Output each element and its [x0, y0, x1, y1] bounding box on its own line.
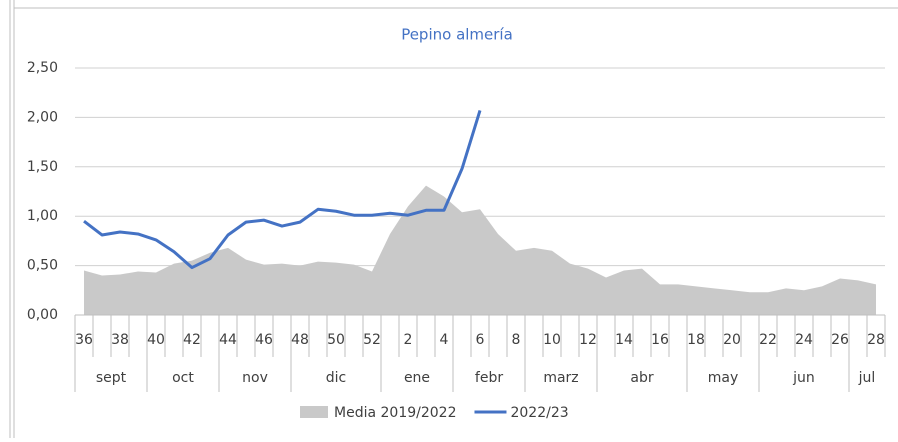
month-label: marz [543, 370, 578, 386]
legend-label: Media 2019/2022 [334, 405, 456, 421]
month-label: jul [858, 370, 876, 386]
y-tick-label: 2,00 [27, 109, 58, 125]
y-tick-label: 1,50 [27, 159, 58, 175]
x-tick-label: 26 [831, 332, 849, 348]
month-label: abr [630, 370, 653, 386]
x-tick-label: 16 [651, 332, 669, 348]
x-tick-label: 28 [867, 332, 885, 348]
month-label: may [708, 370, 739, 386]
x-tick-label: 50 [327, 332, 345, 348]
x-tick-label: 40 [147, 332, 165, 348]
chart-title: Pepino almería [401, 26, 513, 44]
x-tick-label: 12 [579, 332, 597, 348]
x-tick-label: 10 [543, 332, 561, 348]
x-tick-label: 44 [219, 332, 237, 348]
month-label: oct [172, 370, 194, 386]
x-tick-label: 18 [687, 332, 705, 348]
area [84, 185, 876, 315]
month-label: dic [326, 370, 346, 386]
y-tick-label: 1,00 [27, 208, 58, 224]
legend-label: 2022/23 [510, 405, 568, 421]
month-label: nov [242, 370, 268, 386]
x-tick-label: 24 [795, 332, 813, 348]
x-tick-label: 42 [183, 332, 201, 348]
y-tick-label: 0,50 [27, 258, 58, 274]
month-label: febr [475, 370, 503, 386]
x-tick-label: 4 [440, 332, 449, 348]
month-label: sept [96, 370, 127, 386]
x-tick-label: 36 [75, 332, 93, 348]
legend-swatch [300, 406, 328, 418]
line [83, 110, 482, 270]
x-tick-label: 2 [404, 332, 413, 348]
x-tick-label: 46 [255, 332, 273, 348]
x-tick-label: 48 [291, 332, 309, 348]
month-label: jun [792, 370, 815, 386]
y-tick-label: 2,50 [27, 60, 58, 76]
x-tick-label: 20 [723, 332, 741, 348]
month-label: ene [404, 370, 430, 386]
y-tick-label: 0,00 [27, 307, 58, 323]
x-tick-label: 14 [615, 332, 633, 348]
x-tick-label: 8 [512, 332, 521, 348]
x-tick-label: 6 [476, 332, 485, 348]
x-tick-label: 52 [363, 332, 381, 348]
x-tick-label: 38 [111, 332, 129, 348]
x-tick-label: 22 [759, 332, 777, 348]
